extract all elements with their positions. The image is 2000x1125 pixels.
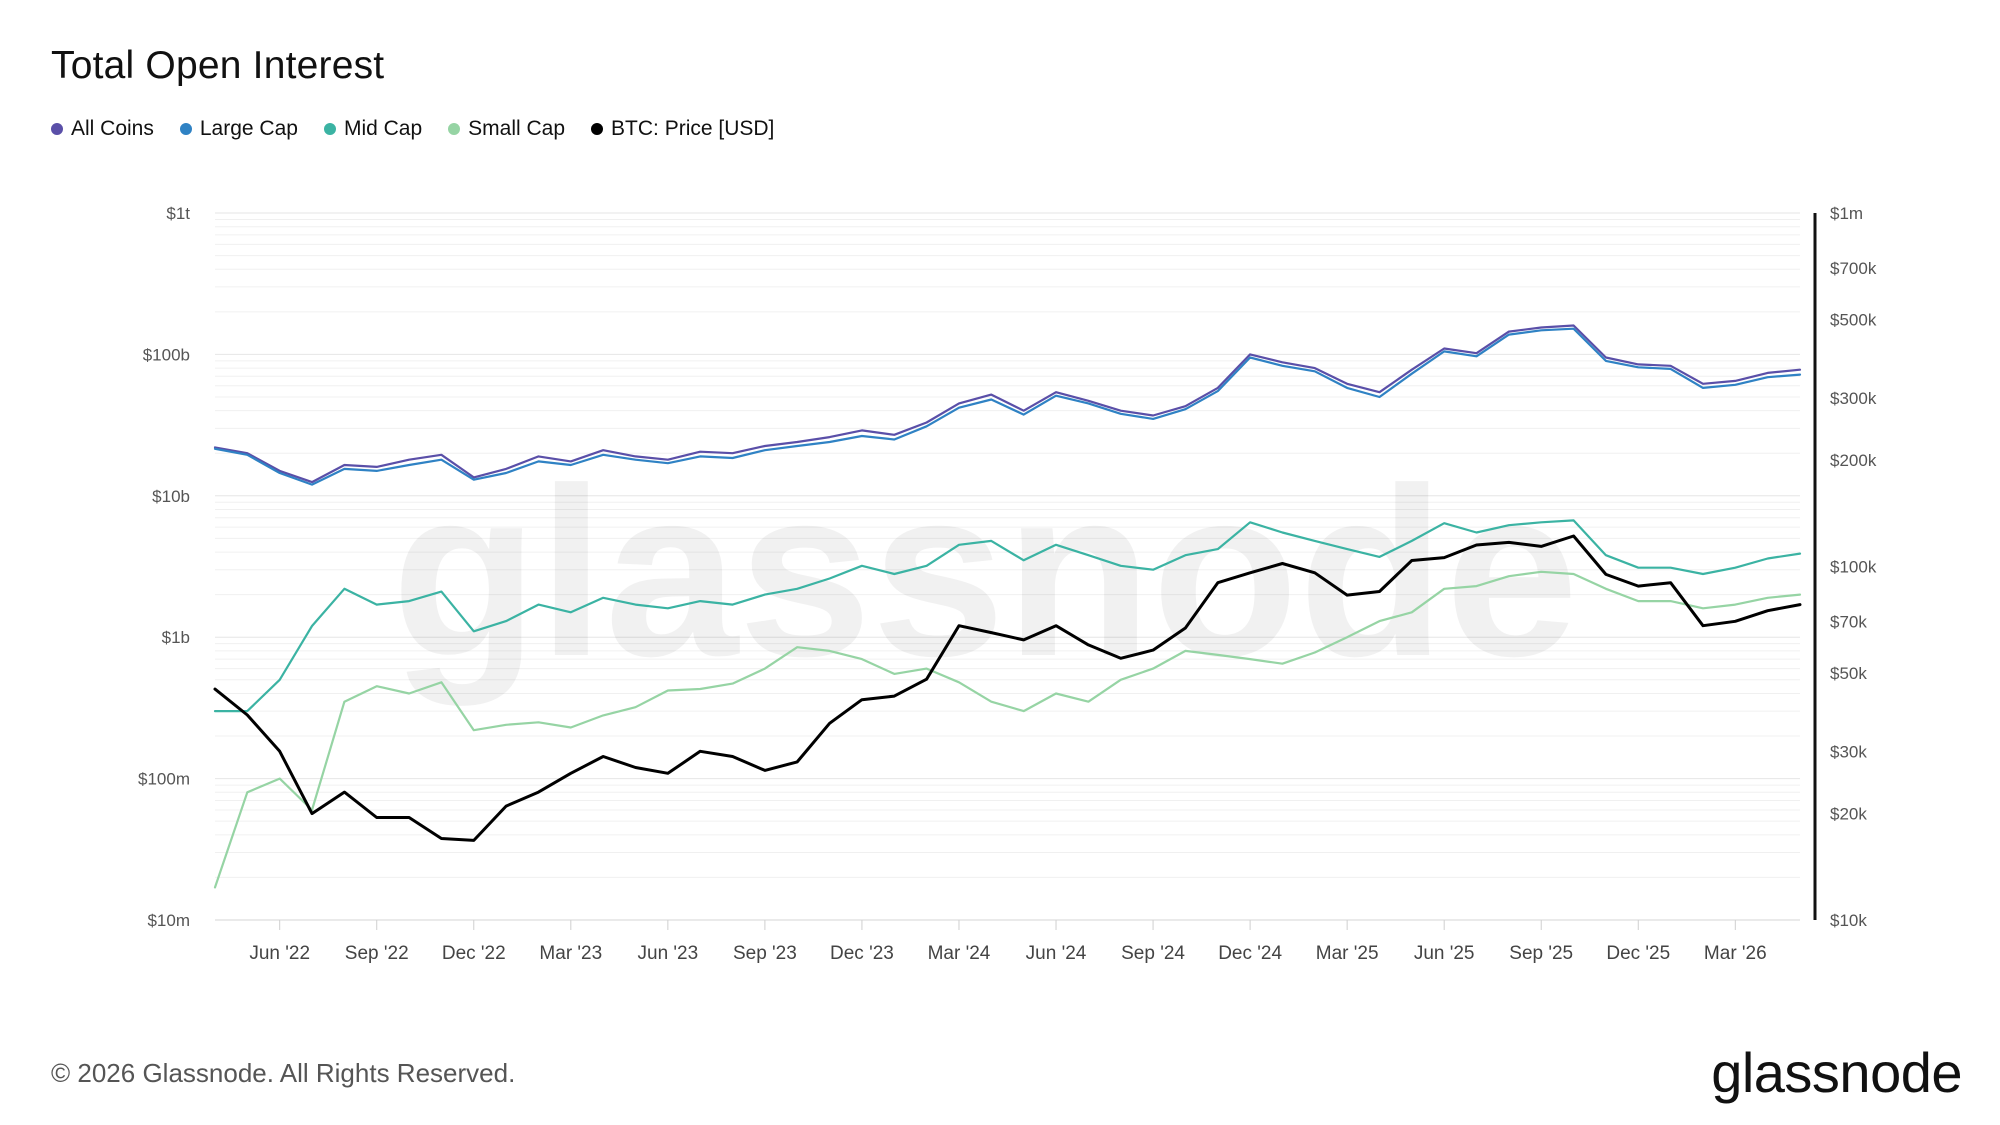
right-tick-label: $70k [1830, 612, 1867, 631]
x-tick-label: Mar '24 [928, 943, 991, 964]
x-tick-label: Dec '22 [442, 943, 506, 964]
x-tick-label: Mar '25 [1316, 943, 1379, 964]
chart-legend: All Coins Large Cap Mid Cap Small Cap BT… [51, 117, 774, 141]
left-tick-label: $1t [166, 204, 190, 223]
x-tick-label: Dec '25 [1606, 943, 1670, 964]
right-tick-label: $100k [1830, 558, 1877, 577]
legend-dot-large-cap [179, 123, 192, 135]
x-tick-label: Jun '24 [1026, 943, 1087, 964]
right-tick-label: $10k [1830, 911, 1867, 930]
legend-dot-small-cap [448, 123, 461, 135]
left-tick-label: $100b [143, 345, 190, 364]
legend-label-large-cap: Large Cap [199, 117, 298, 140]
series-layer [213, 324, 1802, 889]
left-tick-label: $1b [162, 628, 190, 647]
x-tick-label: Jun '23 [638, 943, 699, 964]
right-tick-label: $200k [1830, 451, 1877, 470]
right-tick-label: $1m [1830, 204, 1863, 223]
series-line-small-cap [213, 570, 1802, 889]
legend-label-small-cap: Small Cap [468, 117, 566, 140]
left-tick-label: $10m [147, 911, 190, 930]
series-line-mid-cap [213, 519, 1802, 713]
copyright-text: © 2026 Glassnode. All Rights Reserved. [51, 1058, 516, 1088]
left-axis: $10m $100m $1b $10b $100b $1t [138, 204, 190, 930]
right-tick-label: $50k [1830, 664, 1867, 683]
legend-item-small-cap[interactable]: Small Cap [448, 117, 565, 141]
x-tick-label: Mar '23 [539, 943, 602, 964]
series-line-btc-price-usd [213, 534, 1802, 842]
x-tick-label: Jun '25 [1414, 943, 1475, 964]
x-tick-label: Mar '26 [1704, 943, 1767, 964]
legend-label-all-coins: All Coins [71, 117, 154, 140]
right-tick-label: $700k [1830, 259, 1877, 278]
right-tick-label: $30k [1830, 742, 1867, 761]
x-tick-label: Sep '22 [345, 943, 409, 964]
legend-item-btc-price[interactable]: BTC: Price [USD] [591, 117, 774, 141]
series-line-large-cap [213, 327, 1802, 486]
legend-dot-mid-cap [323, 123, 336, 135]
right-tick-label: $20k [1830, 805, 1867, 824]
legend-label-mid-cap: Mid Cap [343, 117, 423, 140]
left-tick-label: $100m [138, 770, 190, 789]
brand-logo: glassnode [1711, 1041, 1962, 1104]
left-tick-label: $10b [152, 487, 190, 506]
series-line-all-coins [213, 324, 1802, 484]
legend-item-large-cap[interactable]: Large Cap [179, 117, 298, 141]
x-tick-label: Jun '22 [249, 943, 310, 964]
x-tick-label: Sep '24 [1121, 943, 1185, 964]
legend-item-mid-cap[interactable]: Mid Cap [323, 117, 423, 141]
chart-title: Total Open Interest [51, 44, 385, 87]
x-tick-label: Dec '24 [1218, 943, 1282, 964]
right-axis: $10k $20k $30k $50k $70k $100k $200k $300k $500k… [1813, 204, 1877, 930]
right-tick-label: $300k [1830, 389, 1877, 408]
x-axis: Jun '22 Sep '22 Dec '22 Mar '23 Jun '23 Sep '… [249, 920, 1767, 964]
legend-dot-btc-price [591, 123, 604, 135]
right-tick-label: $500k [1830, 310, 1877, 329]
legend-item-all-coins[interactable]: All Coins [51, 117, 154, 141]
watermark-text: glassnode [392, 438, 1579, 706]
x-tick-label: Sep '23 [733, 943, 797, 964]
x-tick-label: Sep '25 [1509, 943, 1573, 964]
legend-label-btc-price: BTC: Price [USD] [611, 117, 775, 140]
legend-dot-all-coins [51, 123, 63, 135]
x-tick-label: Dec '23 [830, 943, 894, 964]
